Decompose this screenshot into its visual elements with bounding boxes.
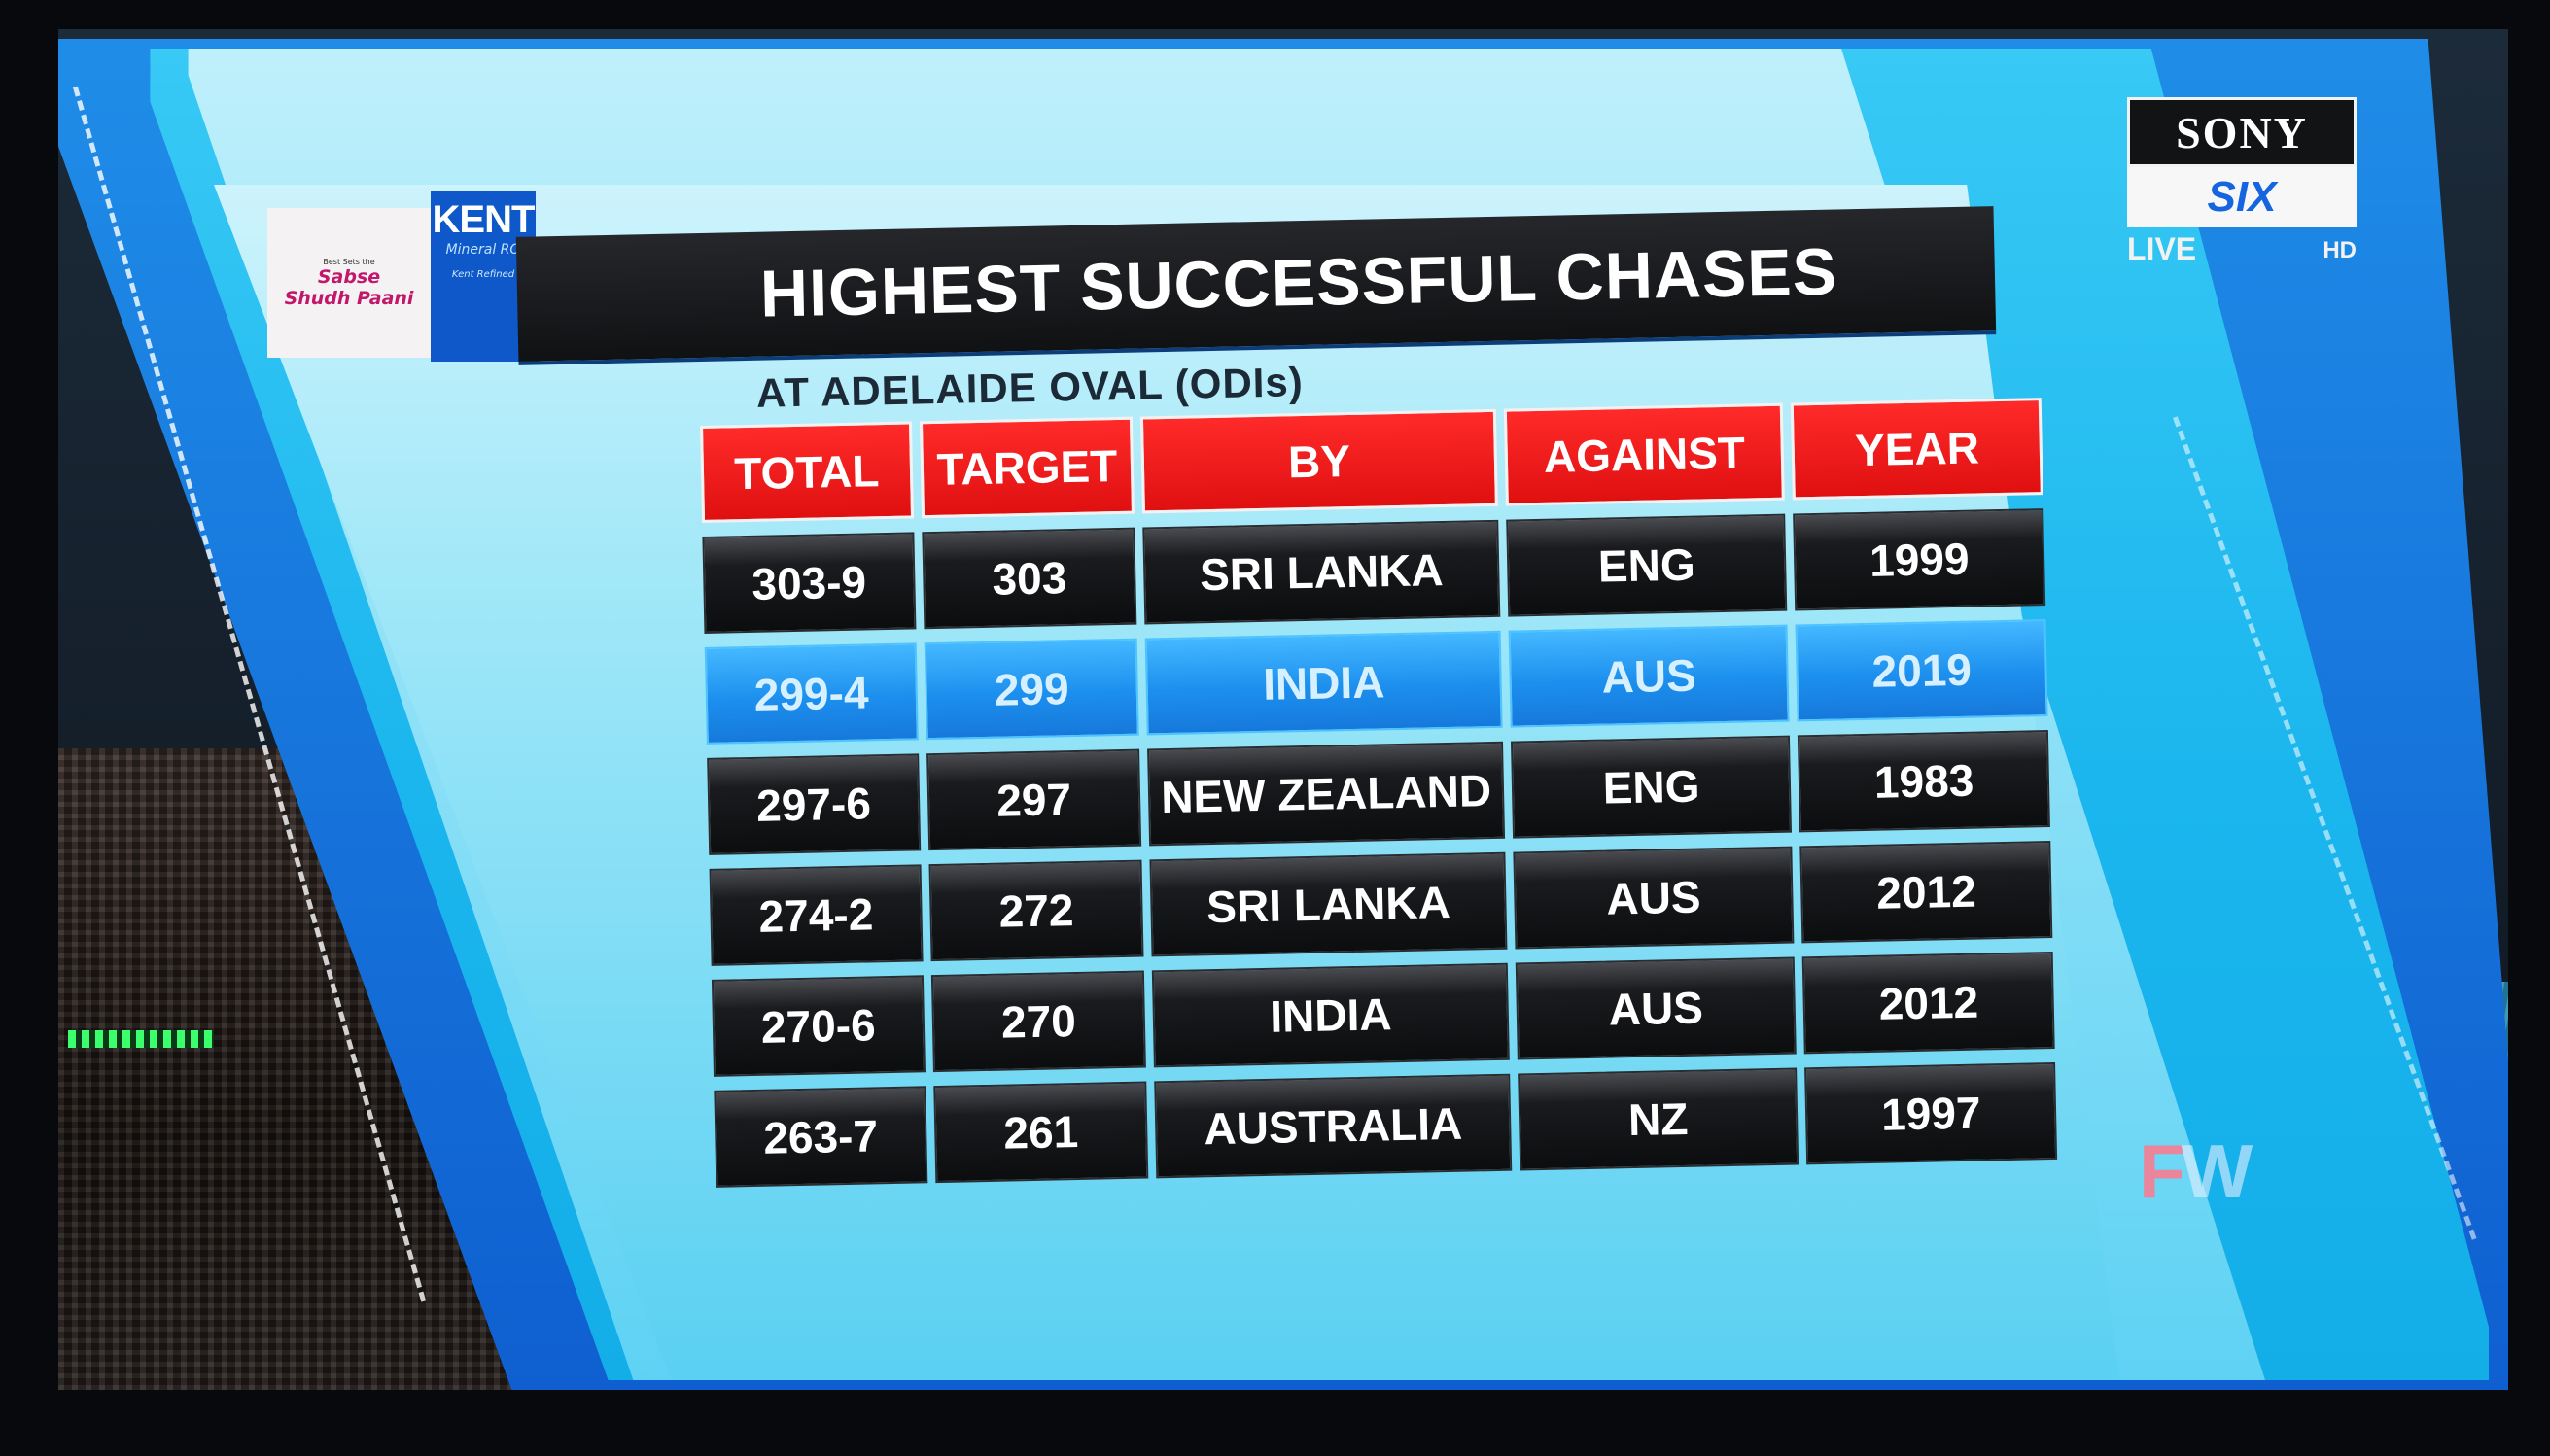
header-target: TARGET [919, 416, 1135, 519]
header-year: YEAR [1791, 398, 2043, 501]
stadium-signage: FW [2139, 1127, 2253, 1216]
cell-total: 274-2 [709, 864, 924, 966]
cell-year: 2019 [1795, 619, 2048, 722]
cell-total: 263-7 [714, 1086, 928, 1188]
table-row: 270-6 270 INDIA AUS 2012 [711, 951, 2055, 1077]
cell-target: 270 [930, 970, 1147, 1073]
six-wordmark: SIX [2127, 167, 2357, 227]
chases-table: TOTAL TARGET BY AGAINST YEAR 303-9 303 S… [700, 398, 2058, 1201]
sony-six-logo: SONY SIX LIVE HD [2127, 97, 2357, 267]
cell-against: AUS [1508, 624, 1790, 728]
kent-logo: KENT [432, 198, 536, 241]
header-total: TOTAL [700, 421, 914, 523]
broadcast-status: LIVE HD [2127, 231, 2357, 267]
stadium-led-strip [68, 1030, 214, 1048]
hd-indicator: HD [2323, 237, 2357, 263]
cell-total: 270-6 [711, 975, 926, 1077]
cell-against: AUS [1515, 956, 1798, 1060]
cell-target: 299 [924, 638, 1140, 741]
cell-by: SRI LANKA [1142, 519, 1501, 625]
table-row: 274-2 272 SRI LANKA AUS 2012 [709, 840, 2053, 966]
kent-product: Mineral RO [445, 242, 521, 258]
sponsor-tagline-line1: Sabse [317, 265, 381, 288]
cell-target: 261 [932, 1081, 1149, 1184]
cell-against: ENG [1510, 735, 1793, 839]
cell-year: 2012 [1802, 951, 2055, 1055]
table-row: 297-6 297 NEW ZEALAND ENG 1983 [707, 730, 2050, 855]
cell-total: 303-9 [702, 532, 917, 634]
live-indicator: LIVE [2127, 231, 2197, 266]
sponsor-tagline-line2: Shudh Paani [284, 287, 414, 309]
cell-target: 297 [926, 748, 1142, 851]
signage-letter-w: W [2181, 1128, 2253, 1214]
sponsor-tagline-small: Best Sets the [323, 257, 375, 266]
cell-year: 1999 [1793, 508, 2046, 611]
table-row: 303-9 303 SRI LANKA ENG 1999 [702, 508, 2046, 634]
cell-by: NEW ZEALAND [1147, 741, 1505, 847]
cell-year: 1983 [1798, 730, 2050, 833]
cell-against: ENG [1506, 513, 1788, 617]
table-row-highlighted: 299-4 299 INDIA AUS 2019 [704, 619, 2048, 745]
kent-subtext: Kent Refined [451, 269, 515, 280]
cell-by: INDIA [1152, 962, 1510, 1068]
cell-by: INDIA [1145, 630, 1503, 736]
cell-target: 303 [922, 527, 1137, 630]
cell-against: AUS [1513, 846, 1795, 950]
sony-wordmark: SONY [2127, 97, 2357, 167]
cell-total: 299-4 [704, 642, 919, 745]
sponsor-badge: Best Sets the Sabse Shudh Paani KENT Min… [267, 191, 540, 362]
sponsor-tagline-card: Best Sets the Sabse Shudh Paani [267, 208, 431, 358]
graphic-title: HIGHEST SUCCESSFUL CHASES [759, 234, 1838, 331]
cell-by: AUSTRALIA [1154, 1073, 1513, 1179]
cell-against: NZ [1517, 1067, 1799, 1171]
table-row: 263-7 261 AUSTRALIA NZ 1997 [714, 1061, 2058, 1188]
signage-letter-f: F [2139, 1128, 2185, 1214]
header-by: BY [1140, 408, 1498, 514]
header-against: AGAINST [1503, 402, 1786, 506]
cell-target: 272 [928, 859, 1144, 962]
cell-by: SRI LANKA [1149, 851, 1508, 957]
tv-screen: Best Sets the Sabse Shudh Paani KENT Min… [58, 29, 2508, 1390]
cell-total: 297-6 [707, 753, 921, 855]
cell-year: 2012 [1799, 840, 2053, 944]
cell-year: 1997 [1804, 1061, 2058, 1165]
